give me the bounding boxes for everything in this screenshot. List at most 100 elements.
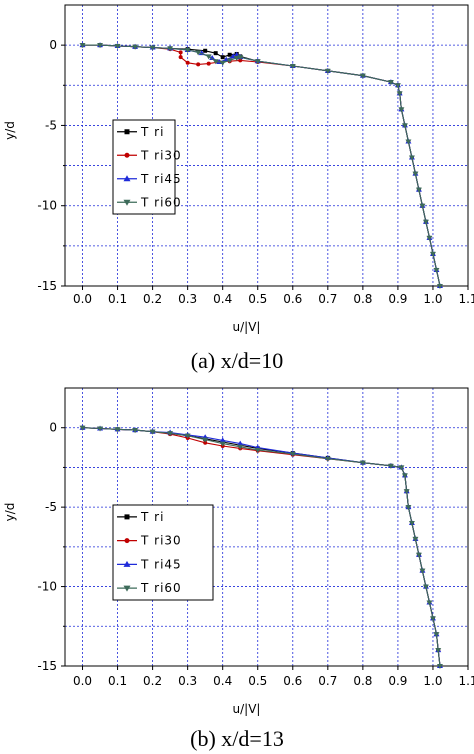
data-point [426,600,433,606]
data-point [387,80,394,86]
data-point [289,64,296,70]
legend-box [112,504,214,601]
data-point [233,55,240,61]
legend-box [112,119,176,215]
data-point [436,664,443,669]
data-point [436,284,443,289]
x-tick-label: 0.0 [73,292,92,306]
data-point [396,91,403,97]
data-point [394,83,401,89]
data-point [97,43,104,49]
data-point [196,62,201,67]
legend-marker [124,514,130,520]
data-point [324,68,331,74]
x-tick-label: 0.3 [178,674,197,688]
data-point [226,58,233,64]
data-point [178,50,183,55]
data-point [324,456,331,462]
legend: T ri T ri30 T ri45 T ri60 [112,119,182,215]
data-point [185,60,190,65]
x-tick-label: 0.0 [73,674,92,688]
y-axis-label: y/d [3,121,17,140]
data-point [359,460,366,466]
legend-label: T ri [140,125,164,139]
legend-marker [124,152,130,158]
legend-marker [124,538,130,544]
data-point [223,56,230,62]
data-point [206,61,211,66]
series-4 [79,425,443,669]
data-point [219,60,226,66]
data-point [167,431,174,437]
data-point [254,59,261,65]
data-point [435,648,442,654]
x-tick-label: 0.6 [283,292,302,306]
data-point [422,584,429,590]
chart-panel-1: 0.0 0.1 0.2 0.3 0.4 0.5 0.6 0.7 0.8 0.9 1.0 1.1 0 -5 -… [3,4,474,373]
figure-caption: (b) x/d=13 [190,726,284,751]
legend-marker [123,175,131,182]
x-tick-label: 0.5 [248,292,267,306]
data-point [184,433,191,439]
legend-marker [123,199,131,206]
x-tick-label: 0.4 [213,674,232,688]
data-point [184,47,191,53]
data-point [408,155,415,161]
x-tick-label: 0.7 [318,674,337,688]
data-point [195,50,202,56]
y-tick-label: -5 [45,118,57,132]
y-tick-label: -10 [37,580,57,594]
legend-label: T ri30 [140,534,182,548]
data-point [401,123,408,129]
data-point [237,55,244,61]
legend: T ri T ri30 T ri45 T ri60 [112,504,214,601]
x-tick-label: 1.1 [458,292,474,306]
data-point [289,451,296,457]
x-tick-label: 1.0 [423,292,442,306]
data-point [132,44,139,50]
data-point [219,437,226,443]
legend-marker [123,585,131,592]
x-tick-label: 0.9 [388,674,407,688]
data-point [412,536,419,542]
data-point [79,425,86,431]
data-point [209,54,216,60]
x-tick-label: 0.5 [248,674,267,688]
x-tick-label: 1.1 [458,674,474,688]
data-point [433,632,440,638]
data-point [398,107,405,113]
x-tick-label: 0.8 [353,292,372,306]
x-tick-label: 0.8 [353,674,372,688]
data-point [419,568,426,574]
y-tick-label: -10 [37,199,57,213]
x-tick-label: 0.7 [318,292,337,306]
chart-panel-2: 0.0 0.1 0.2 0.3 0.4 0.5 0.6 0.7 0.8 0.9 1.0 1.1 0 -5 -… [3,387,474,751]
series-4 [79,43,443,289]
data-point [359,73,366,79]
y-tick-label: 0 [49,38,57,52]
data-point [114,43,121,49]
y-tick-label: -15 [37,279,57,293]
legend-marker [124,129,130,135]
data-point [415,552,422,558]
legend-label: T ri45 [140,172,182,186]
data-point [401,473,408,479]
data-point [412,171,419,177]
legend-marker [123,560,131,567]
legend-label: T ri60 [140,581,182,595]
y-tick-label: 0 [49,421,57,435]
data-point [220,55,225,60]
data-point [167,46,174,52]
x-axis-label: u/|V| [233,320,261,334]
data-point [415,187,422,193]
x-tick-label: 0.4 [213,292,232,306]
data-point [238,58,243,63]
data-point [433,267,440,273]
plot-frame [64,387,469,667]
data-point [237,440,244,446]
data-point [227,52,232,57]
data-point [419,203,426,209]
data-point [429,616,436,622]
data-point [403,489,410,495]
legend-label: T ri45 [140,557,182,571]
